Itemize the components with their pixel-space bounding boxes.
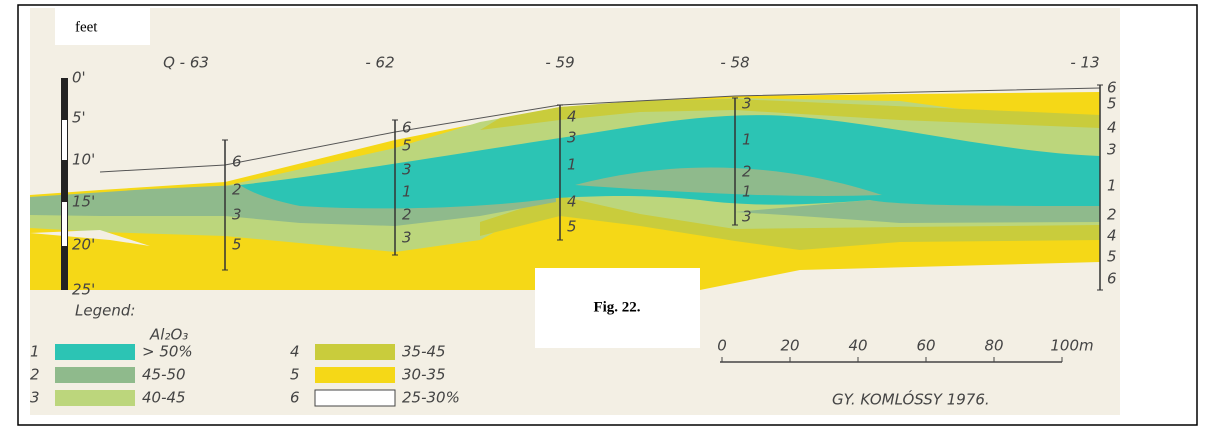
depth-label: 25' [72,281,95,299]
layer-number: 3 [402,161,412,179]
legend-swatch [55,390,135,406]
legend-swatch [55,367,135,383]
credit: GY. KOMLÓSSY 1976. [832,390,990,409]
layer-4-upper [480,99,1100,130]
depth-bar-white [62,202,67,246]
layer-number: 3 [567,129,577,147]
layer-number: 6 [232,153,242,171]
layer-number: 2 [1107,206,1117,224]
layer-number: 1 [742,183,752,201]
legend-range: 45-50 [142,366,186,384]
layer-1 [240,115,1100,209]
layer-2-lens [575,167,882,196]
ground-line [99,87,1101,173]
legend-range: 25-30% [402,389,460,407]
layer-number: 6 [402,119,412,137]
legend-range: 30-35 [402,366,446,384]
layer-number: 5 [232,236,242,254]
feet-box [55,8,150,45]
scale-label: 0 [717,337,727,355]
legend-subtitle: Al₂O₃ [149,326,188,344]
layer-number: 4 [1107,227,1117,245]
layer-number: 5 [402,137,412,155]
notch [30,230,150,246]
legend-title: Legend: [75,302,135,320]
depth-label: 5' [72,109,86,127]
legend-number: 1 [30,343,40,361]
legend-number: 2 [30,366,40,384]
depth-bar-body [61,78,68,290]
layer-number: 1 [742,131,752,149]
scale-label: 20 [780,337,799,355]
layer-number: 3 [1107,141,1117,159]
layer-number: 2 [742,163,752,181]
legend-number: 4 [290,343,300,361]
legend-swatch [55,344,135,360]
borehole-label: - 62 [365,54,394,72]
layer-2-left [30,185,556,226]
layer-number: 3 [232,206,242,224]
scale-label: 100m [1050,337,1093,355]
depth-label: 0' [72,69,86,87]
legend-number: 6 [290,389,300,407]
depth-bar-white [62,120,67,160]
legend-swatch [315,344,395,360]
legend-range: 35-45 [402,343,446,361]
layer-number: 1 [1107,177,1117,195]
fig-label: Fig. 22. [593,299,640,315]
layer-number: 2 [402,206,412,224]
depth-bar [61,78,68,290]
layer-number: 2 [232,181,242,199]
layer-number: 3 [402,229,412,247]
scale-label: 80 [984,337,1003,355]
cross-section [30,87,1101,290]
layer-number: 6 [1107,270,1117,288]
depth-label: 10' [72,151,95,169]
legend-swatch [314,389,396,407]
layer-number: 6 [1107,79,1117,97]
layer-number: 5 [1107,248,1117,266]
legend-number: 5 [290,366,300,384]
scale-label: 60 [916,337,935,355]
depth-label: 20' [72,236,95,254]
layer-number: 1 [567,156,577,174]
layer-number: 4 [1107,119,1117,137]
fig-box [535,268,700,348]
layer-4-lower [480,196,1100,250]
layer-number: 3 [742,95,752,113]
scale-label: 40 [848,337,867,355]
legend-range: > 50% [142,343,193,361]
layer-number: 1 [402,183,412,201]
depth-label: 15' [72,193,95,211]
borehole-label: Q - 63 [163,54,209,72]
legend-range: 40-45 [142,389,186,407]
layer-number: 4 [567,108,577,126]
layer-number: 4 [567,193,577,211]
legend-number: 3 [30,389,40,407]
layer-number: 5 [567,218,577,236]
borehole-label: - 58 [720,54,749,72]
borehole-label: - 59 [545,54,574,72]
legend-swatch [315,367,395,383]
feet-label: feet [75,19,98,35]
layer-number: 3 [742,208,752,226]
layer-number: 5 [1107,95,1117,113]
borehole-label: - 13 [1070,54,1099,72]
